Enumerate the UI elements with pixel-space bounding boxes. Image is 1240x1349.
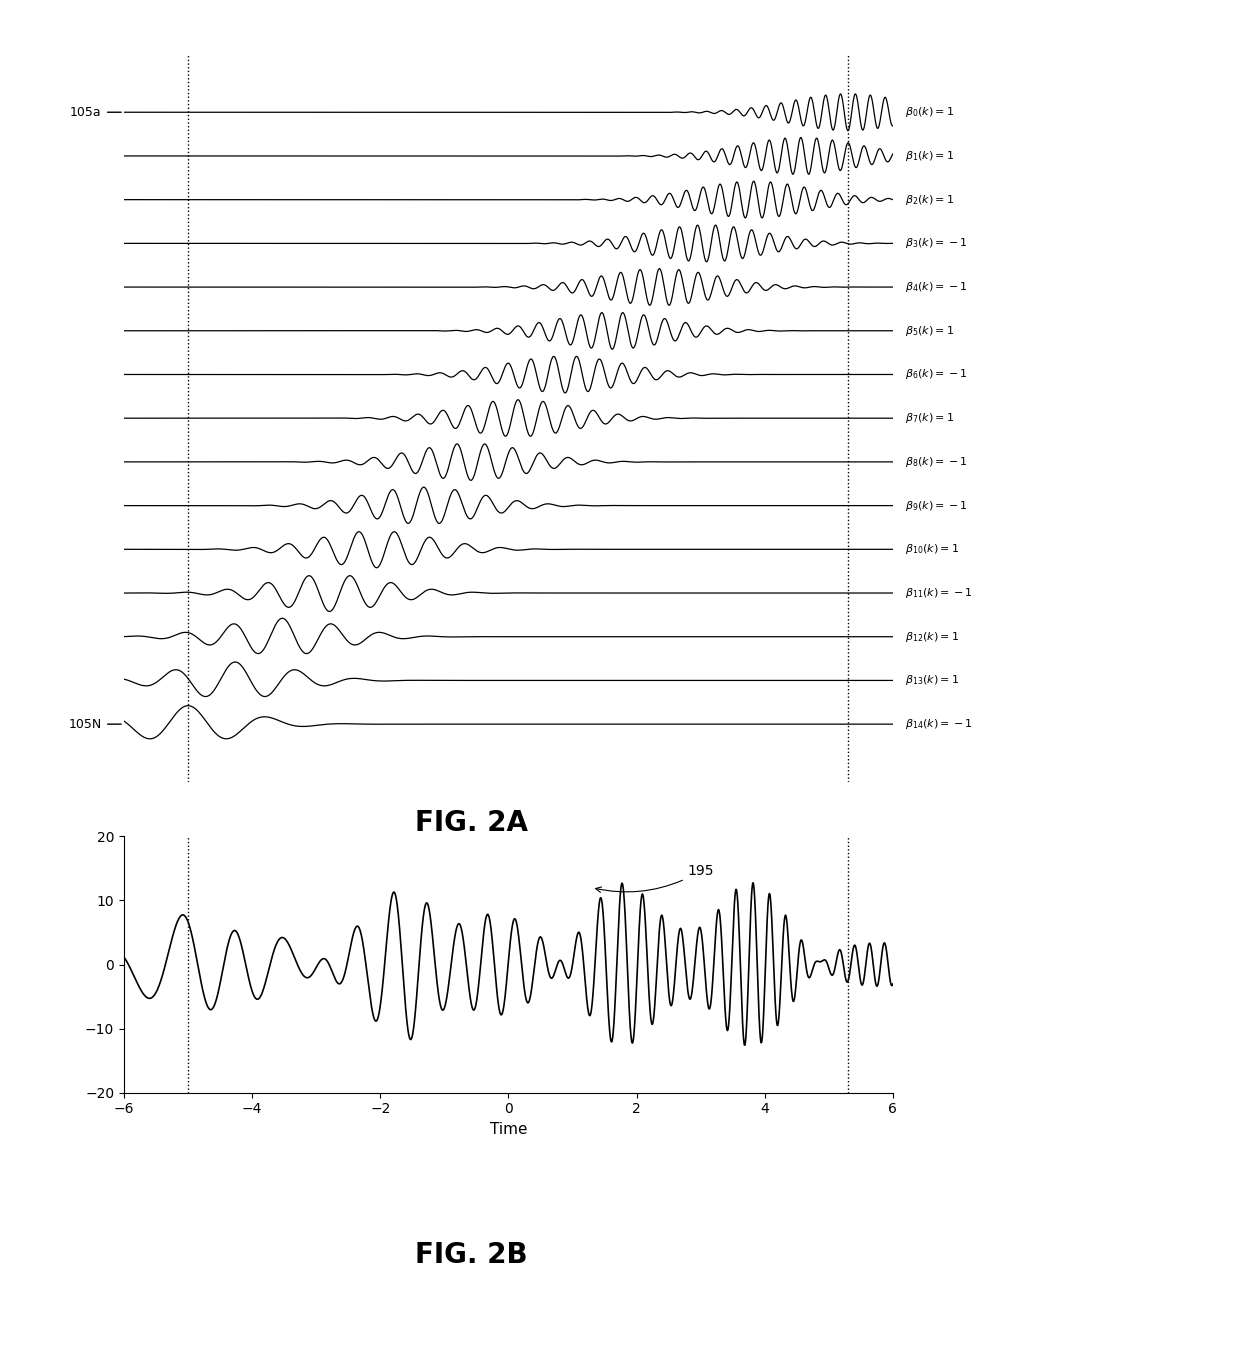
Text: $\beta_4(k) = -1$: $\beta_4(k) = -1$ bbox=[905, 281, 968, 294]
Text: FIG. 2A: FIG. 2A bbox=[414, 809, 528, 838]
Text: $\beta_1(k) = 1$: $\beta_1(k) = 1$ bbox=[905, 148, 955, 163]
Text: $\beta_2(k) = 1$: $\beta_2(k) = 1$ bbox=[905, 193, 955, 206]
Text: $\beta_9(k) = -1$: $\beta_9(k) = -1$ bbox=[905, 499, 968, 513]
Text: $\beta_{14}(k) = -1$: $\beta_{14}(k) = -1$ bbox=[905, 718, 973, 731]
Text: $\beta_5(k) = 1$: $\beta_5(k) = 1$ bbox=[905, 324, 955, 337]
Text: $\beta_{10}(k) = 1$: $\beta_{10}(k) = 1$ bbox=[905, 542, 960, 556]
Text: $\beta_6(k) = -1$: $\beta_6(k) = -1$ bbox=[905, 367, 968, 382]
Text: $\beta_{12}(k) = 1$: $\beta_{12}(k) = 1$ bbox=[905, 630, 960, 643]
Text: $\beta_0(k) = 1$: $\beta_0(k) = 1$ bbox=[905, 105, 955, 119]
Text: $\beta_7(k) = 1$: $\beta_7(k) = 1$ bbox=[905, 411, 955, 425]
Text: $\beta_8(k) = -1$: $\beta_8(k) = -1$ bbox=[905, 455, 968, 469]
Text: $\beta_{13}(k) = 1$: $\beta_{13}(k) = 1$ bbox=[905, 673, 960, 688]
Text: FIG. 2B: FIG. 2B bbox=[415, 1241, 527, 1269]
Text: $\beta_{11}(k) = -1$: $\beta_{11}(k) = -1$ bbox=[905, 585, 973, 600]
Text: 195: 195 bbox=[595, 863, 714, 893]
Text: 105a: 105a bbox=[69, 105, 102, 119]
Text: $\beta_3(k) = -1$: $\beta_3(k) = -1$ bbox=[905, 236, 968, 251]
X-axis label: Time: Time bbox=[490, 1122, 527, 1137]
Text: 105N: 105N bbox=[68, 718, 102, 731]
